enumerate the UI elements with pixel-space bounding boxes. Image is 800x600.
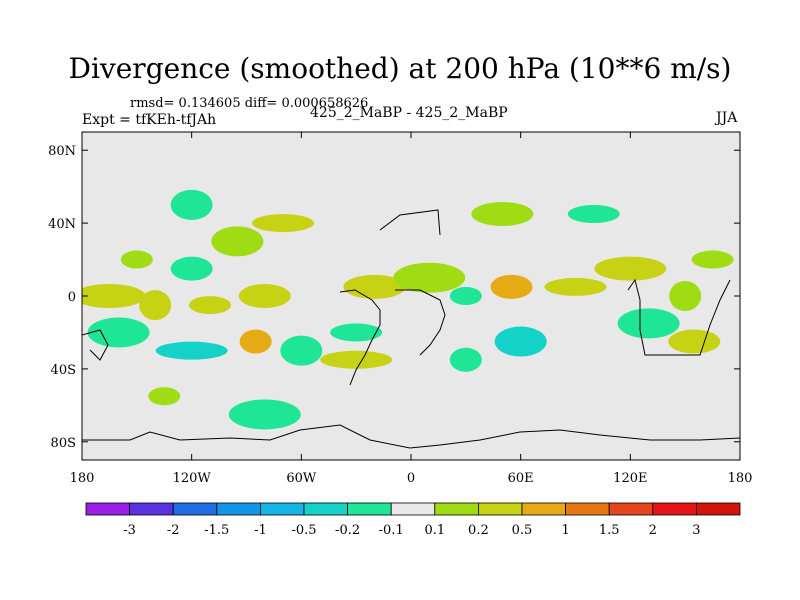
colorbar-label: -0.5	[291, 523, 316, 538]
field-blob	[320, 350, 393, 369]
field-blob	[330, 323, 383, 342]
field-blob	[490, 274, 533, 299]
field-blob	[239, 329, 272, 354]
x-tick-label: 60W	[286, 471, 317, 486]
colorbar-label: 2	[649, 523, 657, 538]
field-blob	[669, 281, 702, 311]
colorbar: -3 -2 -1.5 -1 -0.5 -0.2 -0.1 0.1 0.2 0.5 1 1.5 2 3	[85, 502, 741, 538]
y-tick-label: 80N	[48, 144, 76, 159]
field-blob	[449, 347, 482, 372]
colorbar-label: -1	[254, 523, 267, 538]
colorbar-label: 0.2	[468, 523, 489, 538]
colorbar-swatch	[477, 502, 523, 516]
map-background	[82, 132, 740, 460]
y-tick-label: 80S	[51, 436, 76, 451]
field-blob	[139, 290, 172, 321]
season-label: JJA	[716, 110, 738, 126]
field-blob	[449, 287, 482, 305]
colorbar-swatch	[347, 502, 392, 516]
x-tick-label: 120E	[613, 471, 647, 486]
colorbar-label: 1	[561, 523, 569, 538]
field-blob	[155, 341, 228, 360]
colorbar-label: -1.5	[204, 523, 229, 538]
colorbar-label: -2	[167, 523, 180, 538]
stats-label: rmsd= 0.134605 diff= 0.000658626	[130, 96, 369, 111]
field-blob	[471, 202, 534, 226]
field-blob	[567, 205, 620, 223]
x-tick-label: 180	[728, 471, 753, 486]
x-tick-label: 0	[407, 471, 415, 486]
field-blob	[228, 399, 301, 430]
field-blob	[393, 262, 466, 293]
colorbar-swatch	[85, 502, 130, 516]
colorbar-swatch	[303, 502, 348, 516]
field-blob	[120, 250, 153, 269]
field-blob	[544, 277, 607, 296]
colorbar-label: 0.1	[424, 523, 445, 538]
colorbar-swatch	[565, 502, 610, 516]
colorbar-swatch	[172, 502, 218, 516]
colorbar-label: 1.5	[599, 523, 620, 538]
colorbar-swatch	[434, 502, 479, 516]
divergence-field	[82, 189, 734, 430]
field-blob	[170, 189, 213, 220]
field-blob	[211, 226, 264, 257]
colorbar-swatch	[696, 502, 741, 516]
colorbar-label: 3	[692, 523, 700, 538]
colorbar-swatch	[608, 502, 654, 516]
colorbar-swatch	[259, 502, 305, 516]
field-blob	[188, 296, 231, 315]
colorbar-swatch	[652, 502, 697, 516]
y-tick-label: 0	[68, 290, 76, 305]
colorbar-label: -3	[123, 523, 136, 538]
colorbar-swatch	[129, 502, 174, 516]
x-tick-label: 120W	[173, 471, 212, 486]
field-blob	[594, 256, 667, 281]
field-blob	[148, 387, 181, 406]
field-blob	[82, 284, 146, 308]
colorbar-swatch	[216, 502, 261, 516]
case-label: 425_2_MaBP - 425_2_MaBP	[310, 105, 508, 121]
colorbar-label: -0.2	[335, 523, 360, 538]
field-blob	[170, 256, 213, 281]
x-tick-label: 60E	[508, 471, 534, 486]
y-tick-label: 40N	[48, 217, 76, 232]
experiment-label: Expt = tfKEh-tfJAh	[82, 112, 217, 128]
field-blob	[691, 250, 734, 269]
x-tick-label: 180	[70, 471, 95, 486]
field-blob	[280, 335, 323, 366]
field-blob	[494, 326, 547, 357]
colorbar-swatch	[390, 502, 436, 516]
coastline	[82, 209, 740, 449]
colorbar-label: 0.5	[512, 523, 533, 538]
colorbar-label: -0.1	[379, 523, 404, 538]
field-blob	[238, 284, 291, 308]
colorbar-swatch	[521, 502, 566, 516]
y-tick-label: 40S	[51, 363, 76, 378]
map-axes: 180 120W 60W 0 60E 120E 180 80N 40N 0 40S 80S	[48, 132, 752, 486]
chart-title: Divergence (smoothed) at 200 hPa (10**6 …	[68, 52, 732, 85]
field-blob	[252, 214, 315, 233]
field-blob	[617, 308, 680, 339]
field-blob	[668, 329, 721, 354]
field-blob	[87, 317, 150, 348]
